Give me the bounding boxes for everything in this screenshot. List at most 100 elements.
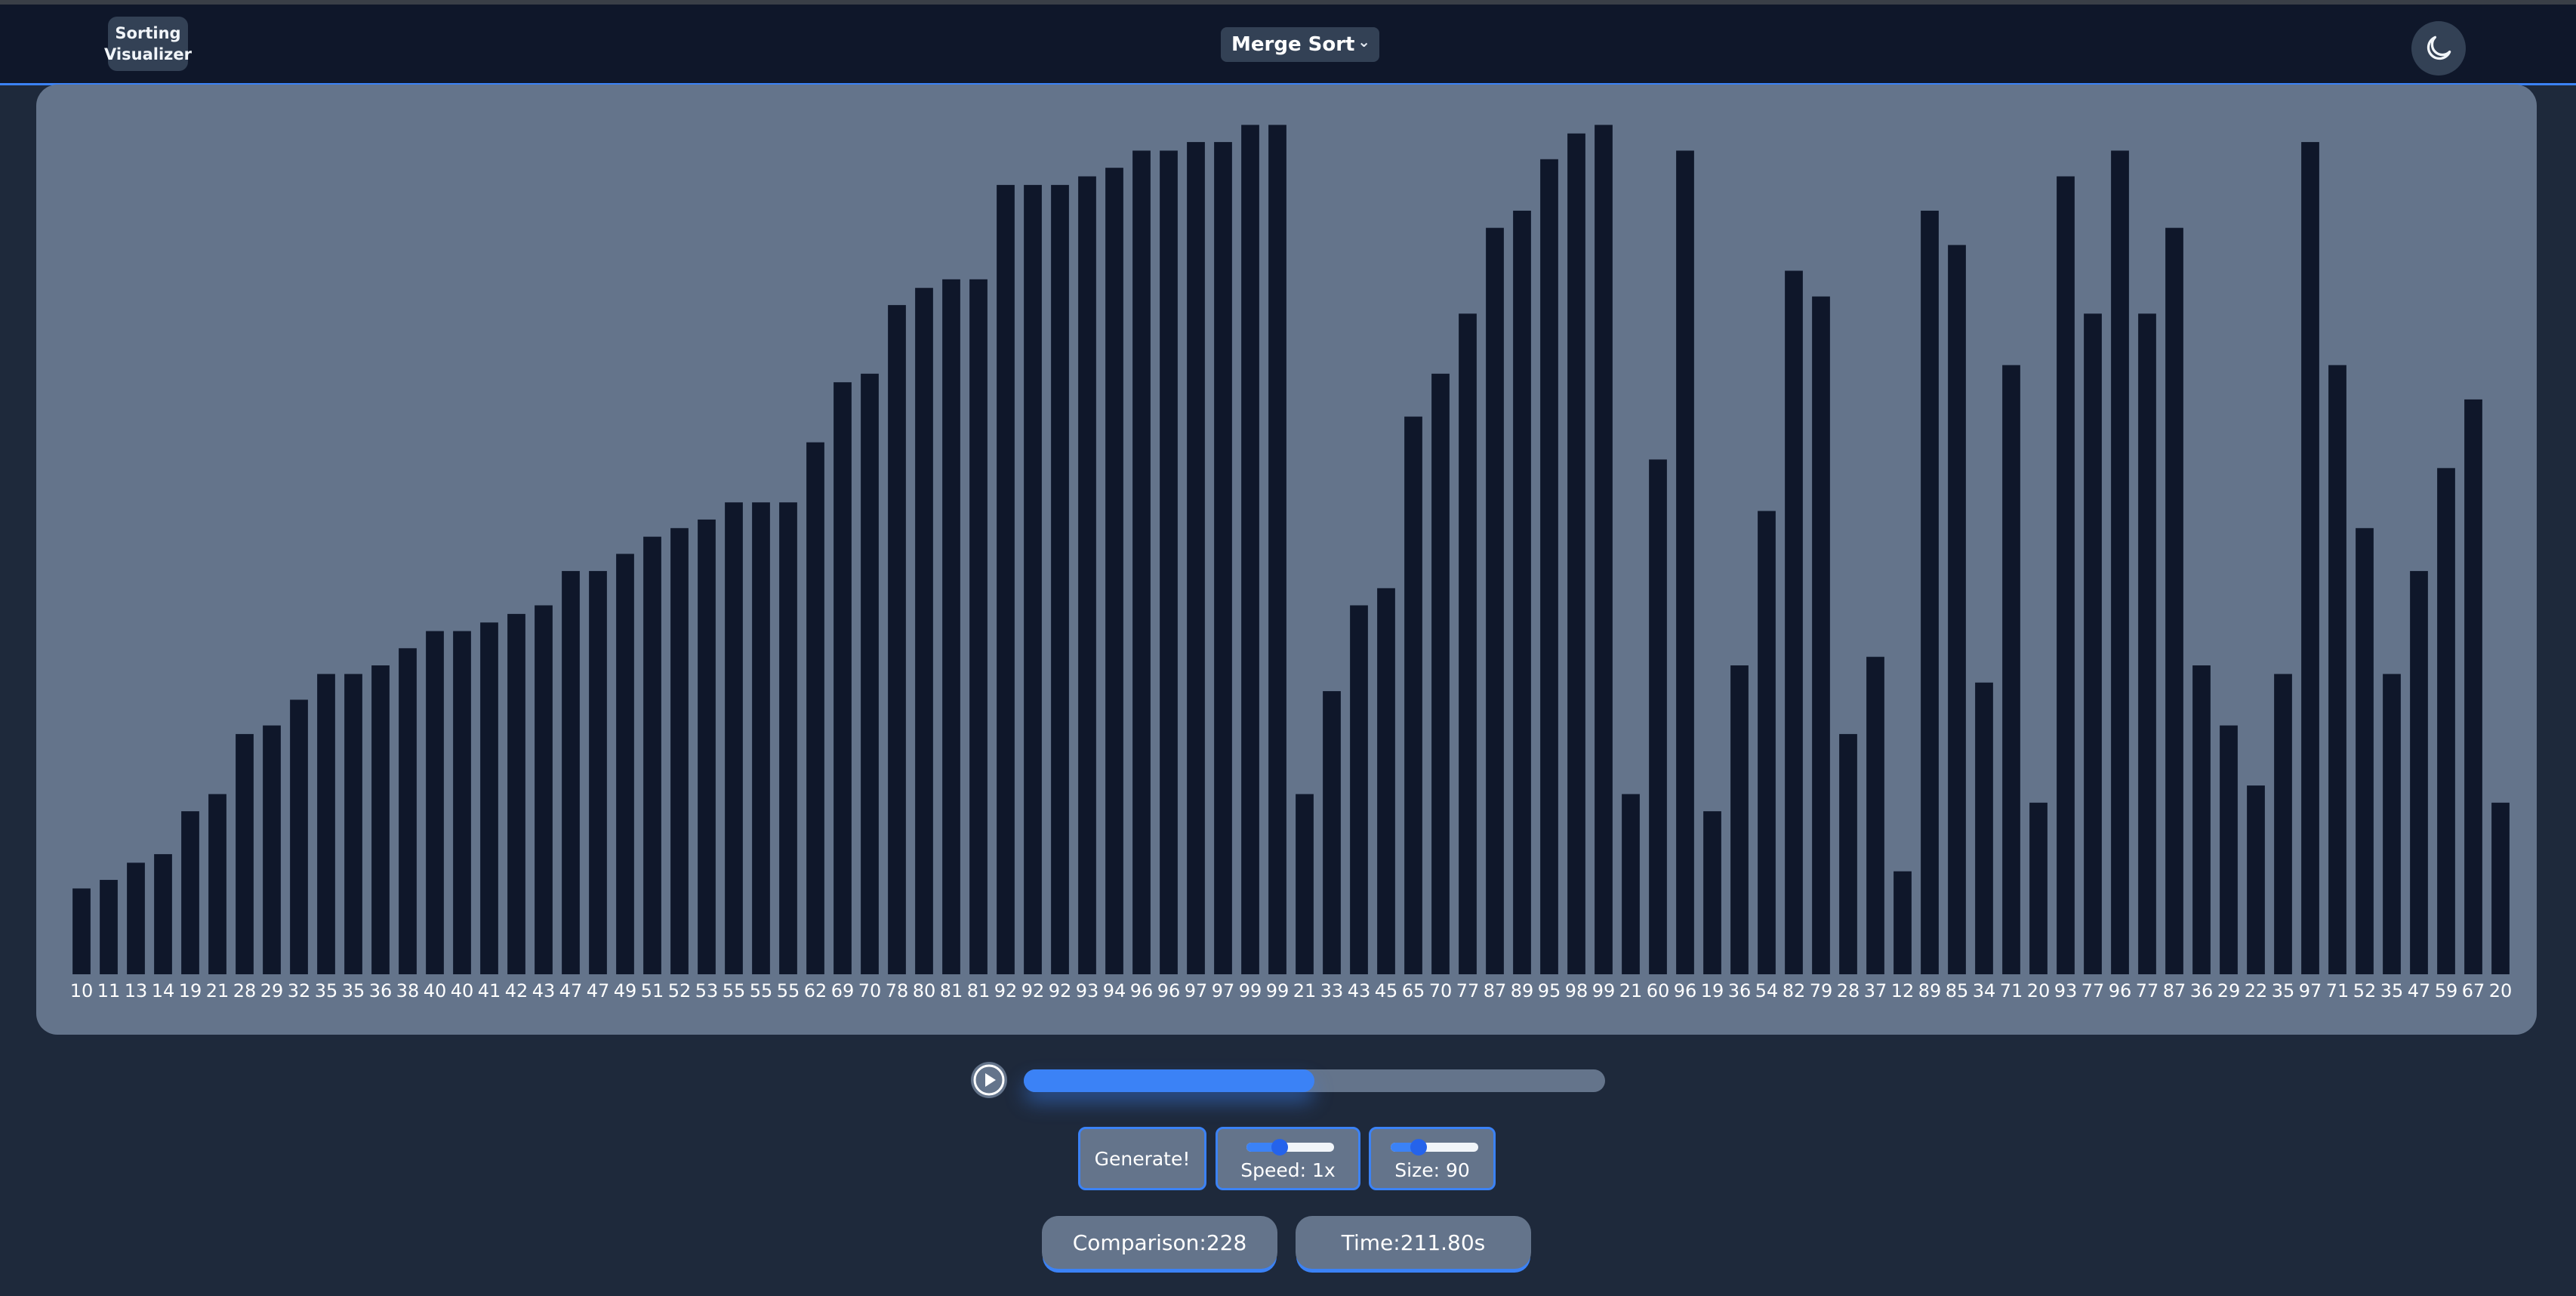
bar [426, 631, 444, 974]
bar-value-label: 59 [2435, 980, 2458, 1001]
bar [2328, 365, 2346, 974]
bar [2165, 228, 2183, 974]
bar [371, 665, 390, 974]
bar-value-label: 28 [1837, 980, 1860, 1001]
time-counter-text: Time:211.80s [1342, 1230, 1486, 1255]
bar [2410, 571, 2428, 974]
bar [1513, 211, 1531, 974]
bar [1241, 125, 1259, 974]
bar [1459, 313, 1477, 974]
bar-value-label: 93 [1076, 980, 1099, 1001]
speed-slider-thumb[interactable] [1271, 1139, 1288, 1156]
theme-toggle-button[interactable] [2411, 21, 2466, 76]
bar [2057, 177, 2075, 974]
bar [290, 699, 308, 974]
bar-value-label: 52 [668, 980, 692, 1001]
bar-value-label: 33 [1320, 980, 1344, 1001]
bar-value-label: 92 [994, 980, 1018, 1001]
progress-fill [1024, 1069, 1314, 1092]
bar [2437, 468, 2455, 974]
bar [616, 554, 634, 974]
bar-value-label: 71 [2326, 980, 2350, 1001]
bar-value-label: 29 [2217, 980, 2241, 1001]
bar [2084, 313, 2102, 974]
bar-value-label: 36 [369, 980, 393, 1001]
bar-value-label: 40 [424, 980, 447, 1001]
bar-value-label: 20 [2027, 980, 2051, 1001]
bar [2111, 150, 2129, 974]
bar [1595, 125, 1613, 974]
bar [1703, 811, 1721, 974]
bar-value-label: 49 [614, 980, 637, 1001]
bar-value-label: 37 [1864, 980, 1887, 1001]
app-logo[interactable]: Sorting Visualizer [108, 17, 188, 71]
bar-value-label: 71 [2000, 980, 2023, 1001]
bar [2138, 313, 2156, 974]
time-counter: Time:211.80s [1296, 1216, 1531, 1269]
bar-value-label: 38 [396, 980, 420, 1001]
progress-track[interactable] [1024, 1069, 1605, 1092]
bar-value-label: 89 [1511, 980, 1534, 1001]
generate-button[interactable]: Generate! [1078, 1127, 1206, 1190]
bar [507, 614, 525, 974]
bar-value-label: 70 [858, 980, 882, 1001]
bar-value-label: 78 [886, 980, 909, 1001]
bar-value-label: 55 [777, 980, 800, 1001]
bar [1105, 168, 1123, 974]
bar [1296, 794, 1314, 974]
bar [399, 648, 417, 974]
bar-value-label: 54 [1755, 980, 1779, 1001]
bar [2192, 665, 2211, 974]
bar [1567, 134, 1585, 974]
bar [1812, 297, 1830, 974]
bar [1431, 374, 1450, 974]
bar [806, 443, 824, 974]
bar-value-label: 35 [2272, 980, 2295, 1001]
bar [344, 674, 362, 974]
bar [1486, 228, 1504, 974]
bar-value-label: 14 [152, 980, 175, 1001]
bar-value-label: 96 [2109, 980, 2132, 1001]
bar [698, 520, 716, 974]
size-slider-thumb[interactable] [1410, 1139, 1427, 1156]
bar [1214, 142, 1232, 974]
moon-icon [2422, 32, 2455, 65]
bar-value-label: 51 [641, 980, 664, 1001]
bar [1785, 270, 1803, 974]
bar [1404, 417, 1422, 974]
bar [154, 854, 172, 974]
bar [181, 811, 199, 974]
bar [2274, 674, 2292, 974]
bar-value-label: 92 [1021, 980, 1045, 1001]
bar-value-label: 34 [1973, 980, 1996, 1001]
bar [72, 888, 91, 974]
bar-value-label: 77 [2081, 980, 2105, 1001]
speed-slider[interactable] [1246, 1143, 1334, 1152]
play-button[interactable] [971, 1062, 1007, 1098]
bar-value-label: 70 [1429, 980, 1453, 1001]
bar-value-label: 19 [179, 980, 202, 1001]
bar-chart: 10 11 13 14 19 21 28 29 32 35 35 36 38 40 40 41 42 43 47 47… [36, 85, 2537, 1035]
bar-value-label: 81 [967, 980, 991, 1001]
bar-value-label: 97 [2299, 980, 2322, 1001]
bar-value-label: 97 [1185, 980, 1208, 1001]
size-slider[interactable] [1391, 1143, 1478, 1152]
bar-value-label: 99 [1266, 980, 1290, 1001]
bar-value-label: 13 [125, 980, 148, 1001]
bar-value-label: 77 [1456, 980, 1480, 1001]
generate-button-label: Generate! [1095, 1148, 1191, 1170]
bar [670, 528, 689, 974]
bar [725, 502, 743, 974]
bar-value-label: 45 [1375, 980, 1398, 1001]
algorithm-select[interactable]: Merge Sort ⌄ [1221, 27, 1379, 62]
bar-value-label: 35 [315, 980, 338, 1001]
speed-label: Speed: 1x [1218, 1159, 1358, 1181]
bar [2301, 142, 2319, 974]
chevron-down-icon: ⌄ [1357, 32, 1370, 51]
bar-value-label: 89 [1918, 980, 1942, 1001]
bar [915, 288, 933, 974]
bar [1132, 150, 1151, 974]
bar-value-label: 36 [1728, 980, 1752, 1001]
bar [779, 502, 797, 974]
bar [317, 674, 335, 974]
